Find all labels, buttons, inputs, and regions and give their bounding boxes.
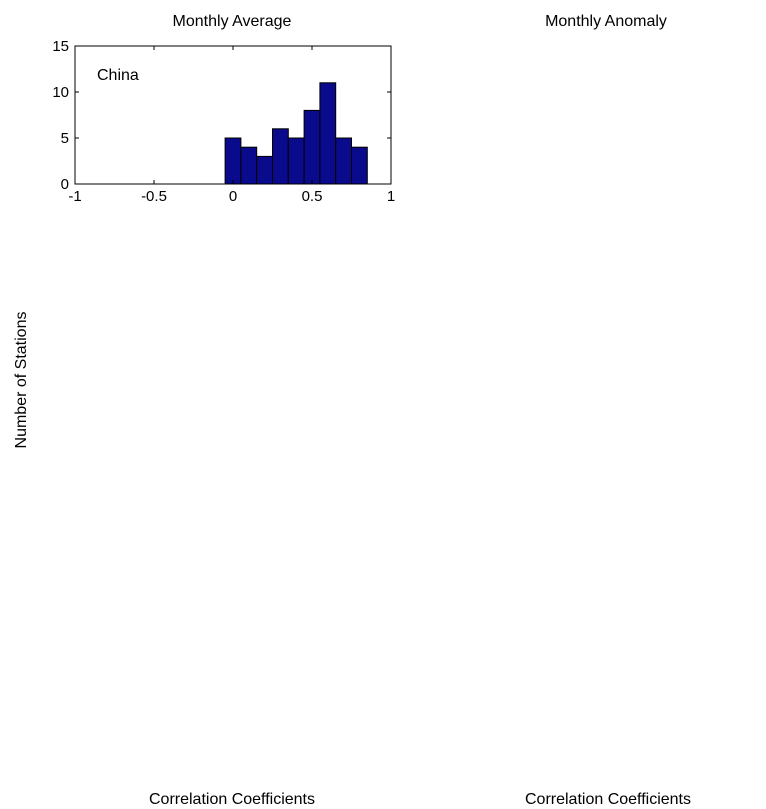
y-axis-label: Number of Stations <box>13 312 30 449</box>
bar-monthly-average-china-0 <box>224 137 242 185</box>
x-tick-label-monthly-average-china-2: 0 <box>229 188 237 205</box>
x-tick-label-monthly-average-china-4: 1 <box>387 188 395 205</box>
bar-monthly-average-china-7 <box>335 137 353 185</box>
panel-label-monthly-average-china: China <box>97 67 139 84</box>
x-tick-label-monthly-average-china-0: -1 <box>68 188 81 205</box>
column-title-monthly-anomaly: Monthly Anomaly <box>545 13 667 30</box>
bar-monthly-average-china-8 <box>351 146 368 185</box>
y-tick-label-monthly-average-china-0: 0 <box>61 176 69 193</box>
bar-monthly-average-china-2 <box>256 155 274 185</box>
bar-monthly-average-china-6 <box>319 82 337 185</box>
y-tick-label-monthly-average-china-1: 5 <box>61 130 69 147</box>
bar-monthly-average-china-4 <box>287 137 305 185</box>
bar-monthly-average-china-5 <box>303 109 321 185</box>
bar-monthly-average-china-1 <box>240 146 258 185</box>
x-tick-label-monthly-average-china-1: -0.5 <box>141 188 167 205</box>
x-axis-label-right: Correlation Coefficients <box>525 791 691 808</box>
y-tick-label-monthly-average-china-3: 15 <box>52 38 69 55</box>
y-tick-label-monthly-average-china-2: 10 <box>52 84 69 101</box>
bar-monthly-average-china-3 <box>272 128 289 185</box>
x-tick-label-monthly-average-china-3: 0.5 <box>302 188 323 205</box>
x-axis-label-left: Correlation Coefficients <box>149 791 315 808</box>
column-title-monthly-average: Monthly Average <box>173 13 292 30</box>
